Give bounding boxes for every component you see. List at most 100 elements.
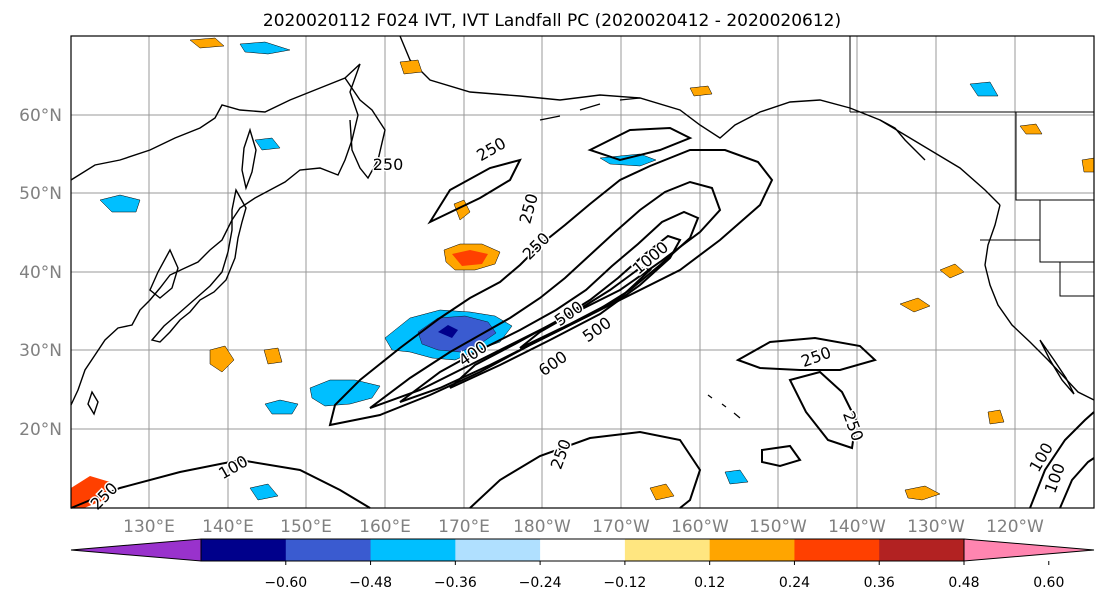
longitude-label: 120°W: [986, 517, 1044, 537]
positive-anomaly-region: [452, 250, 488, 266]
contour-line: [469, 430, 702, 509]
sakhalin-coastline: [241, 127, 257, 191]
contour-line: [449, 234, 682, 389]
longitude-label: 160°W: [671, 517, 729, 537]
positive-anomaly-region: [71, 476, 110, 508]
asia-coastline: [70, 63, 361, 406]
negative-anomaly-region: [724, 469, 749, 485]
latitude-labels: 60°N 50°N 40°N 30°N 20°N: [19, 106, 62, 440]
hawaii-islands: [707, 394, 741, 419]
positive-anomaly-region: [263, 347, 283, 365]
baja-coastline: [1039, 339, 1075, 395]
longitude-labels: 130°E 140°E 150°E 160°E 170°E 180°W 170°W 160°W…: [123, 517, 1044, 537]
colorbar-tick-label: −0.12: [603, 575, 646, 591]
alaska-coastline: [399, 35, 1001, 206]
taiwan-coastline: [87, 390, 99, 416]
colorbar-segment: [879, 539, 965, 561]
latitude-label: 50°N: [19, 184, 62, 204]
positive-anomaly-region: [649, 483, 675, 501]
colorbar-segment: [285, 539, 372, 561]
contour-line: [1059, 457, 1095, 509]
colorbar-low-extend: [70, 538, 202, 562]
colorbar-segment: [540, 539, 626, 561]
colorbar-segment: [201, 539, 287, 561]
longitude-label: 160°E: [359, 517, 411, 537]
longitude-label: 140°E: [202, 517, 254, 537]
contour-line: [735, 336, 877, 371]
colorbar-segment: [624, 539, 711, 561]
colorbar-tick-label: 0.48: [948, 575, 979, 591]
map-frame: [70, 35, 1095, 509]
contour-line: [788, 370, 858, 450]
contour-line: [70, 458, 371, 509]
colorbar-segment: [455, 539, 541, 561]
colorbar-tick-label: −0.36: [434, 575, 477, 591]
negative-anomaly-region: [239, 41, 291, 55]
colorbar-segment: [709, 539, 795, 561]
positive-anomaly-region: [1081, 157, 1095, 173]
longitude-label: 170°W: [592, 517, 650, 537]
negative-anomaly-region: [249, 483, 279, 501]
colorbar-tick-label: −0.60: [264, 575, 307, 591]
contour-line: [761, 444, 802, 468]
ivt-contours: [70, 126, 1095, 509]
negative-anomaly-region: [309, 379, 381, 407]
colorbar-tick-label: 0.36: [864, 575, 895, 591]
positive-anomaly-region: [904, 485, 941, 501]
latitude-label: 30°N: [19, 341, 62, 361]
longitude-label: 140°W: [828, 517, 886, 537]
political-borders: [849, 36, 1094, 297]
latitude-label: 20°N: [19, 420, 62, 440]
positive-anomaly-region: [209, 345, 235, 373]
contour-label: 250: [373, 155, 404, 174]
longitude-label: 180°W: [513, 517, 571, 537]
longitude-label: 150°W: [749, 517, 807, 537]
latitude-label: 60°N: [19, 106, 62, 126]
negative-anomaly-region: [254, 137, 281, 151]
colorbar-tick-label: 0.24: [779, 575, 810, 591]
positive-anomaly-region: [899, 297, 931, 313]
negative-anomaly-region: [969, 81, 999, 97]
colorbar-segment: [370, 539, 456, 561]
longitude-label: 130°E: [123, 517, 175, 537]
gridlines: [71, 36, 1094, 508]
negative-anomaly-region: [438, 325, 458, 338]
positive-anomaly-region: [987, 409, 1005, 425]
negative-anomaly-region: [264, 399, 299, 415]
colorbar-high-extend: [963, 538, 1095, 562]
colorbar-tick-labels: −0.60 −0.48 −0.36 −0.24 −0.12 0.12 0.24 0.36 0.4…: [264, 561, 1064, 591]
alaska-islands-coastline: [879, 119, 926, 161]
contour-line: [1029, 411, 1095, 509]
coastlines: [70, 35, 1095, 419]
positive-anomaly-region: [689, 85, 713, 97]
colorbar: [70, 538, 1095, 562]
colorbar-frame: [200, 538, 965, 562]
japan-coastline: [150, 187, 247, 343]
contour-label: 250: [516, 191, 542, 225]
positive-anomaly-region: [189, 37, 225, 49]
colorbar-tick-label: −0.48: [349, 575, 392, 591]
longitude-label: 170°E: [438, 517, 490, 537]
colorbar-tick-label: −0.24: [519, 575, 562, 591]
longitude-label: 150°E: [280, 517, 332, 537]
colorbar-tick-label: 0.12: [694, 575, 725, 591]
positive-anomaly-region: [939, 263, 965, 279]
positive-anomaly-region: [1019, 123, 1043, 135]
latitude-label: 40°N: [19, 263, 62, 283]
map-title: 2020020112 F024 IVT, IVT Landfall PC (20…: [263, 11, 841, 31]
negative-anomaly-region: [99, 194, 141, 213]
korea-coastline: [149, 248, 179, 299]
positive-anomaly-region: [399, 59, 423, 75]
ivt-shading: [71, 37, 1095, 508]
kamchatka-coastline: [344, 77, 386, 180]
longitude-label: 130°W: [907, 517, 965, 537]
colorbar-tick-label: 0.60: [1033, 575, 1064, 591]
contour-line: [427, 158, 522, 225]
aleutian-islands: [539, 97, 641, 121]
contour-line: [587, 126, 693, 162]
colorbar-segment: [794, 539, 880, 561]
negative-anomaly-region: [417, 315, 497, 353]
contour-line: [399, 210, 700, 403]
